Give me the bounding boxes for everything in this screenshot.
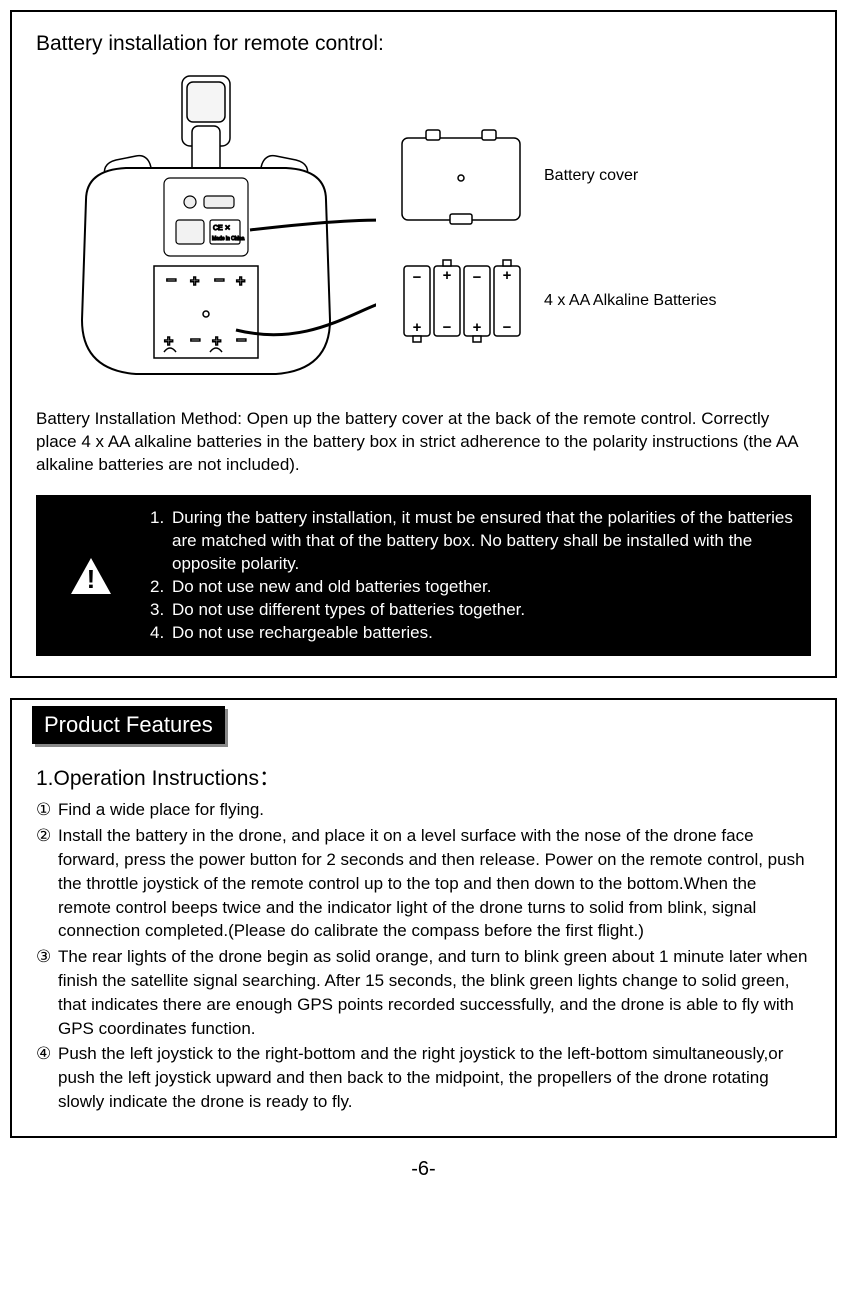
product-features-header: Product Features: [32, 706, 225, 744]
warning-item: 1.During the battery installation, it mu…: [150, 507, 793, 576]
warning-box: ! 1.During the battery installation, it …: [36, 495, 811, 657]
warning-item: 3.Do not use different types of batterie…: [150, 599, 793, 622]
battery-install-title: Battery installation for remote control:: [36, 32, 811, 56]
operation-instructions-title: 1.Operation Instructions：: [36, 762, 811, 792]
remote-diagram: CE ✕ Made in China − + − + + − + −: [36, 70, 376, 390]
batteries-row: + + + + − − − − 4 x AA Alkaline Batterie…: [396, 256, 717, 346]
page-number: -6-: [10, 1158, 837, 1181]
batteries-label: 4 x AA Alkaline Batteries: [544, 292, 717, 310]
battery-cover-diagram: [396, 126, 526, 226]
warning-item: 4.Do not use rechargeable batteries.: [150, 622, 793, 645]
svg-text:Made in China: Made in China: [212, 236, 244, 242]
svg-text:−: −: [413, 269, 422, 286]
svg-text:−: −: [473, 269, 482, 286]
svg-text:!: !: [87, 564, 96, 594]
operation-item: ① Find a wide place for flying.: [36, 798, 811, 822]
svg-text:+: +: [212, 333, 221, 350]
svg-text:+: +: [443, 267, 452, 284]
svg-text:+: +: [190, 273, 199, 290]
product-features-panel: Product Features 1.Operation Instruction…: [10, 698, 837, 1137]
svg-text:+: +: [413, 319, 422, 336]
svg-text:−: −: [166, 270, 177, 290]
diagram-right-column: Battery cover: [396, 126, 717, 346]
batteries-diagram: + + + + − − − −: [396, 256, 526, 346]
battery-cover-row: Battery cover: [396, 126, 717, 226]
svg-text:−: −: [443, 319, 452, 336]
svg-text:+: +: [236, 273, 245, 290]
warning-item: 2.Do not use new and old batteries toget…: [150, 576, 793, 599]
svg-text:+: +: [503, 267, 512, 284]
svg-text:−: −: [214, 270, 225, 290]
battery-install-panel: Battery installation for remote control:: [10, 10, 837, 678]
operation-item: ③ The rear lights of the drone begin as …: [36, 945, 811, 1040]
warning-icon: !: [46, 556, 136, 596]
operation-item: ② Install the battery in the drone, and …: [36, 824, 811, 943]
diagram-row: CE ✕ Made in China − + − + + − + −: [36, 70, 811, 390]
svg-text:+: +: [164, 333, 173, 350]
svg-text:CE ✕: CE ✕: [213, 225, 231, 232]
svg-text:−: −: [190, 330, 201, 350]
svg-text:−: −: [503, 319, 512, 336]
operation-list: ① Find a wide place for flying. ② Instal…: [36, 798, 811, 1113]
operation-item: ④ Push the left joystick to the right-bo…: [36, 1042, 811, 1113]
warning-list: 1.During the battery installation, it mu…: [150, 507, 793, 645]
battery-cover-label: Battery cover: [544, 167, 638, 185]
svg-text:+: +: [473, 319, 482, 336]
install-method-text: Battery Installation Method: Open up the…: [36, 408, 811, 477]
